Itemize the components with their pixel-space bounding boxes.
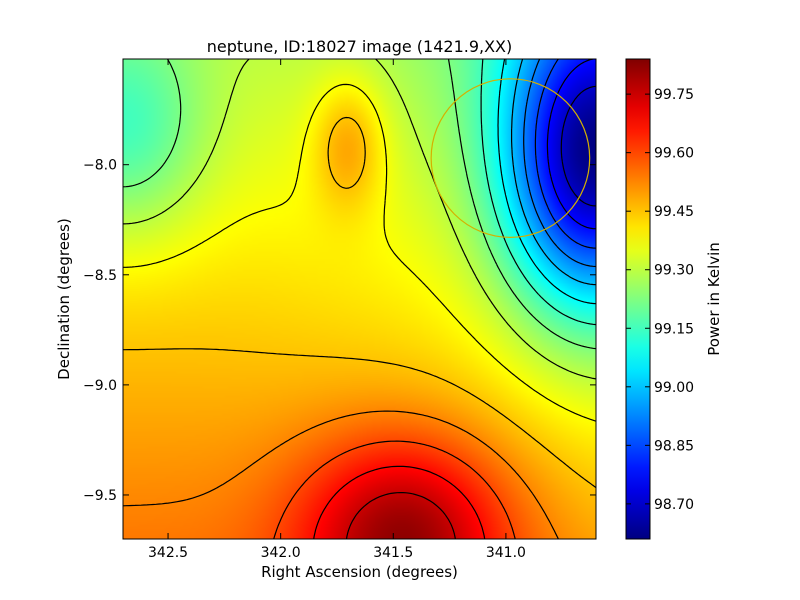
contour-level-4: [511, 59, 596, 286]
x-tick-label: 342.0: [261, 545, 301, 561]
contour-lines: [123, 59, 596, 539]
contour-level-2: [534, 59, 596, 249]
colorbar-tick-label: 99.30: [654, 263, 694, 279]
chart-title: neptune, ID:18027 image (1421.9,XX): [207, 37, 513, 56]
contour-level-11: [123, 410, 559, 539]
contour-level-6: [480, 59, 596, 326]
colorbar-tick-label: 99.45: [654, 204, 694, 220]
colorbar: [625, 58, 651, 540]
y-tick-label: −8.5: [83, 268, 117, 284]
colorbar-tick-label: 98.70: [654, 497, 694, 513]
y-tick-label: −9.0: [83, 378, 117, 394]
colorbar-tick-label: 99.60: [654, 146, 694, 162]
contour-level-10: [123, 116, 596, 489]
heatmap-image: [123, 59, 596, 539]
colorbar-tick-label: 99.75: [654, 87, 694, 103]
y-tick-label: −8.0: [83, 158, 117, 174]
x-axis: 342.5 342.0 341.5 341.0: [148, 59, 526, 561]
contour-level-14: [345, 492, 456, 539]
plot-frame: [122, 58, 597, 540]
contour-level-9: [123, 83, 596, 422]
y-axis-label: Declination (degrees): [55, 218, 73, 380]
x-tick-label: 341.5: [373, 545, 413, 561]
y-tick-label: −9.5: [83, 488, 117, 504]
contour-level-5: [497, 59, 596, 305]
colorbar-tick-label: 99.00: [654, 380, 694, 396]
contour-level-0: [560, 85, 596, 207]
colorbar-tick-label: 99.15: [654, 321, 694, 337]
colorbar-tick-label: 98.85: [654, 438, 694, 454]
contour-level-1: [546, 59, 596, 230]
x-tick-label: 342.5: [148, 545, 188, 561]
contour-level-12: [273, 440, 516, 539]
colorbar-axis: 98.70 98.85 99.00 99.15 99.30 99.45 99.60 99.75: [626, 87, 694, 513]
x-tick-label: 341.0: [486, 545, 526, 561]
contour-level-13: [313, 465, 486, 539]
beam-circle: [430, 78, 591, 238]
y-axis: −8.0 −8.5 −9.0 −9.5: [83, 158, 596, 504]
colorbar-label: Power in Kelvin: [705, 242, 723, 356]
x-axis-label: Right Ascension (degrees): [261, 563, 458, 581]
contour-level-3: [523, 59, 596, 268]
